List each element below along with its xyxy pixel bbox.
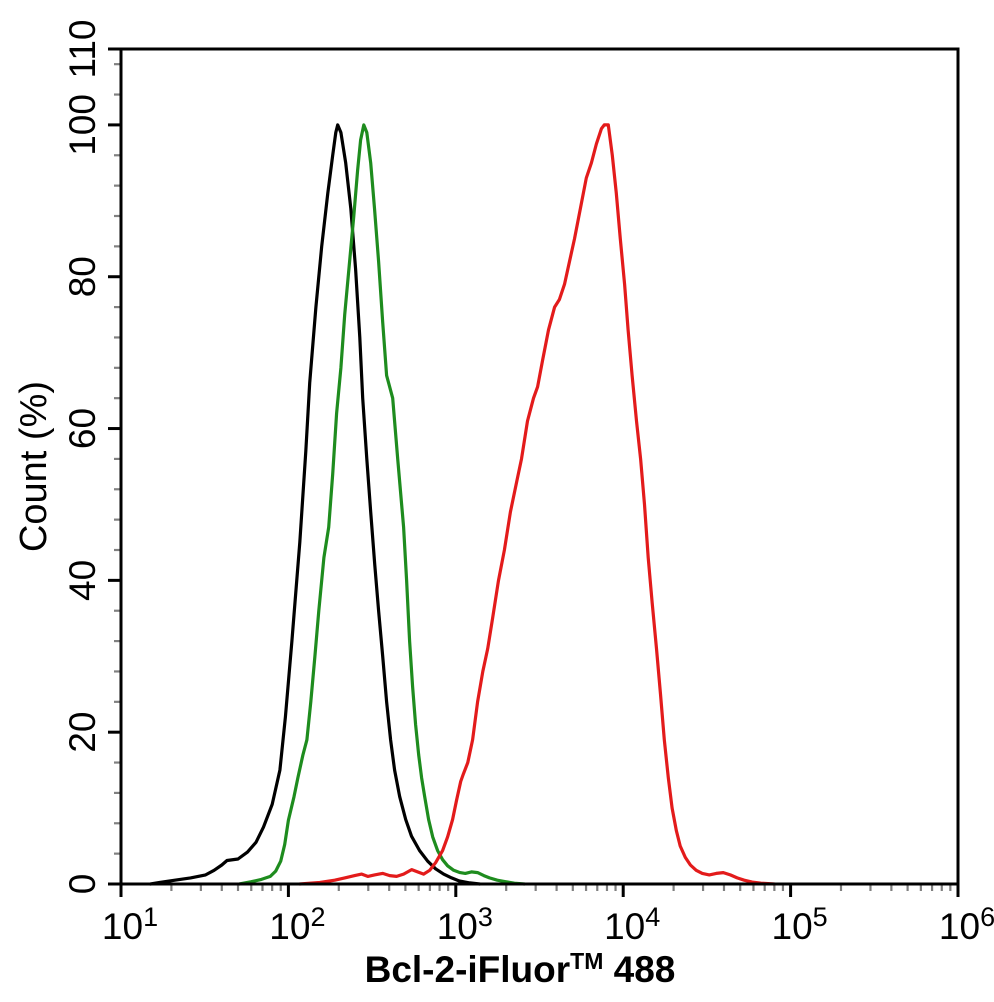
curve-green [237, 123, 527, 886]
y-axis-tick-label: 100 [62, 94, 103, 156]
x-axis-title: Bcl-2-iFluorTM 488 [365, 948, 676, 990]
histogram-curves [148, 123, 776, 886]
x-axis-tick-label: 105 [772, 902, 828, 947]
x-axis-tick-label: 106 [939, 902, 994, 947]
y-axis-tick-label: 80 [62, 256, 103, 297]
x-axis-tick-label: 104 [604, 902, 660, 947]
curve-red [298, 123, 776, 886]
x-axis-title-suffix: 488 [603, 949, 675, 990]
axis-minor-ticks [114, 63, 952, 891]
x-axis-tick-label: 101 [102, 902, 158, 947]
y-axis-title: Count (%) [13, 381, 55, 552]
x-axis-title-trademark: TM [570, 948, 603, 974]
y-axis-tick-label: 0 [62, 874, 103, 895]
axis-tick-labels: 101 102 103 104 105 106 0 20 40 60 80 100 110 [62, 20, 994, 948]
x-axis-title-main: Bcl-2-iFluor [365, 949, 571, 990]
plot-frame [119, 47, 960, 886]
y-axis-tick-label: 110 [62, 20, 103, 79]
y-axis-tick-label: 60 [62, 408, 103, 449]
x-axis-tick-label: 103 [437, 902, 493, 947]
y-axis-tick-label: 20 [62, 712, 103, 753]
y-axis-tick-label: 40 [62, 560, 103, 601]
axis-major-ticks [108, 47, 960, 897]
curve-black [148, 123, 482, 886]
x-axis-tick-label: 102 [269, 902, 325, 947]
